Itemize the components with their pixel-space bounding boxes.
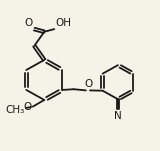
Text: O: O (24, 102, 32, 112)
Text: N: N (114, 111, 122, 121)
Text: O: O (84, 79, 92, 89)
Text: O: O (25, 18, 33, 28)
Text: CH₃: CH₃ (5, 105, 24, 115)
Text: OH: OH (55, 18, 71, 28)
